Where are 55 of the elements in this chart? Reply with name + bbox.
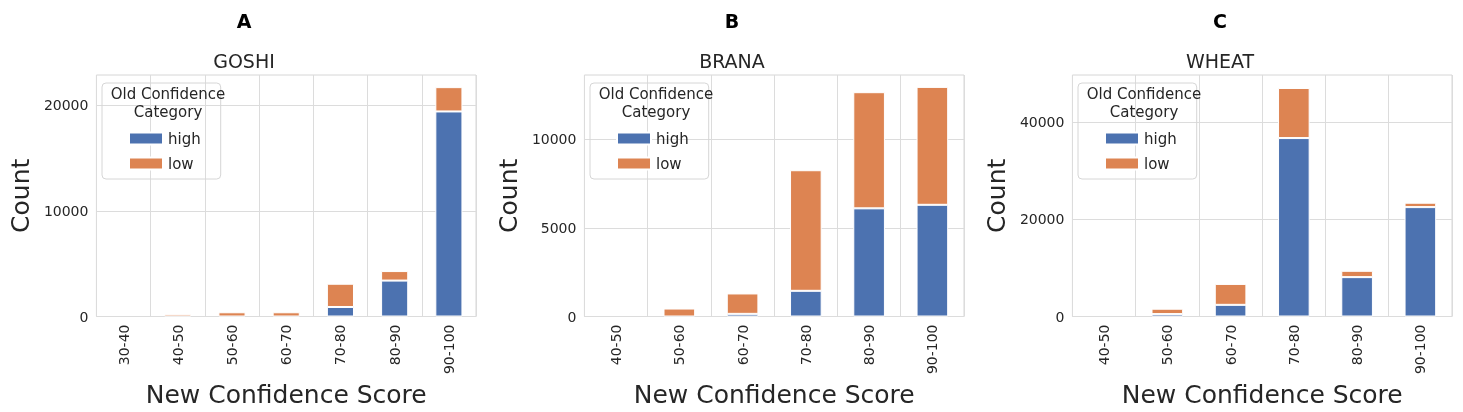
chart-title: C: [1213, 9, 1227, 32]
chart-subtitle: WHEAT: [1185, 49, 1255, 72]
bar: [1404, 207, 1437, 317]
legend-title: Old Confidence Category: [110, 85, 226, 121]
x-tick-label: 80-90: [386, 324, 403, 366]
legend-label: low: [168, 154, 194, 173]
bar: [272, 312, 300, 317]
x-tick-label: 60-70: [1222, 324, 1239, 366]
chart-title: A: [236, 9, 252, 32]
x-tick-label: 50-60: [671, 324, 688, 366]
x-tick-label: 40-50: [1096, 324, 1113, 366]
y-tick-label: 20000: [43, 97, 89, 114]
x-tick-label: 70-80: [332, 324, 349, 366]
x-tick-label: 90-100: [924, 324, 941, 375]
x-tick-label: 70-80: [1285, 324, 1302, 366]
x-tick-label: 90-100: [440, 324, 457, 375]
legend-title: Old Confidence Category: [1086, 85, 1202, 121]
x-tick-label: 50-60: [1159, 324, 1176, 366]
y-tick-label: 10000: [43, 202, 89, 219]
y-tick-label: 10000: [531, 131, 577, 148]
y-tick-label: 20000: [1019, 211, 1065, 228]
x-axis-title: New Confidence Score: [633, 380, 915, 409]
x-axis-title: New Confidence Score: [1121, 380, 1403, 409]
bar: [1151, 308, 1184, 315]
y-tick-label: 40000: [1019, 114, 1065, 131]
x-tick-label: 70-80: [797, 324, 814, 366]
y-tick-label: 0: [1055, 308, 1065, 325]
y-axis-title: Count: [6, 158, 35, 233]
bar: [663, 308, 696, 317]
x-tick-label: 60-70: [278, 324, 295, 366]
x-tick-label: 40-50: [608, 324, 625, 366]
chart-subtitle: BRANA: [699, 49, 765, 72]
x-axis-title: New Confidence Score: [145, 380, 427, 409]
legend-label: low: [656, 154, 682, 173]
x-tick-label: 90-100: [1412, 324, 1429, 375]
y-axis-title: Count: [982, 158, 1011, 233]
chart-subtitle: GOSHI: [213, 49, 275, 72]
bar: [218, 312, 246, 317]
legend-label: high: [1144, 129, 1177, 148]
legend-title: Old Confidence Category: [598, 85, 714, 121]
x-tick-label: 50-60: [223, 324, 240, 366]
y-tick-label: 0: [79, 308, 89, 325]
x-tick-label: 80-90: [861, 324, 878, 366]
bar: [726, 293, 759, 314]
y-tick-label: 5000: [540, 219, 577, 236]
legend-label: high: [168, 129, 201, 148]
x-tick-label: 80-90: [1349, 324, 1366, 366]
legend-label: high: [656, 129, 689, 148]
x-tick-label: 40-50: [169, 324, 186, 366]
chart-title: B: [724, 9, 740, 32]
y-axis-title: Count: [494, 158, 523, 233]
x-tick-label: 30-40: [115, 324, 132, 366]
x-tick-label: 60-70: [734, 324, 751, 366]
y-tick-label: 0: [567, 308, 577, 325]
legend-label: low: [1144, 154, 1170, 173]
